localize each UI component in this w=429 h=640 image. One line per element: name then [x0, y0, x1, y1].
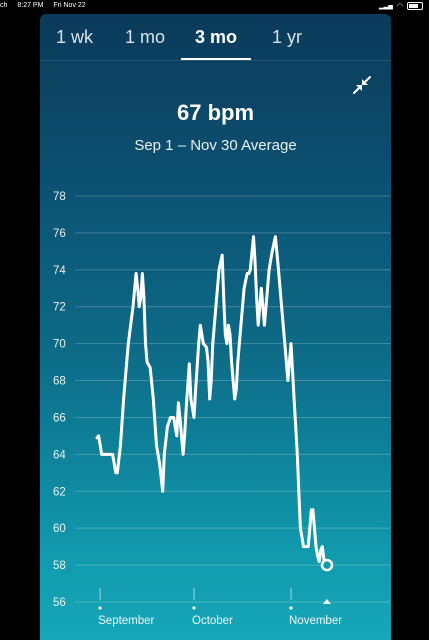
- collapse-arrows-icon[interactable]: [352, 75, 372, 95]
- tab-3-month[interactable]: 3 mo: [195, 27, 238, 47]
- carrier-label: ch: [0, 2, 8, 9]
- status-indicators: ▂▃▅ ◠: [379, 2, 423, 10]
- y-tick-label: 78: [53, 191, 66, 203]
- x-tick-dot: [192, 606, 196, 610]
- highlight-point: [320, 558, 334, 572]
- x-tick-label: October: [192, 615, 233, 627]
- average-value: 67 bpm: [176, 100, 255, 125]
- y-tick-label: 70: [53, 339, 66, 351]
- tab-1-month[interactable]: 1 mo: [125, 27, 166, 47]
- battery-icon: [407, 2, 423, 10]
- y-tick-label: 62: [53, 486, 66, 498]
- tab-1-year[interactable]: 1 yr: [272, 27, 303, 47]
- x-tick-dot: [289, 606, 293, 610]
- series-line: [95, 235, 329, 567]
- signal-icon: ▂▃▅: [379, 3, 393, 10]
- y-tick-label: 64: [53, 449, 66, 461]
- active-tab-indicator: [181, 58, 251, 60]
- x-tick-dot: [98, 606, 102, 610]
- y-tick-label: 60: [53, 523, 66, 535]
- status-time: 8:27 PM: [17, 2, 44, 9]
- average-period: Sep 1 – Nov 30 Average: [134, 137, 297, 154]
- tab-1-week[interactable]: 1 wk: [56, 27, 94, 47]
- range-tabs: 1 wk 1 mo 3 mo 1 yr: [40, 14, 391, 61]
- y-tick-label: 72: [53, 302, 66, 314]
- y-tick-label: 68: [53, 376, 66, 388]
- heart-rate-panel: 1 wk 1 mo 3 mo 1 yr 67 bpm Sep 1 – Nov 3…: [40, 14, 391, 640]
- y-tick-label: 56: [53, 597, 66, 609]
- status-date: Fri Nov 22: [53, 2, 86, 9]
- y-tick-label: 58: [53, 560, 66, 572]
- y-tick-label: 74: [53, 265, 66, 277]
- current-marker: [323, 599, 331, 604]
- wifi-icon: ◠: [396, 3, 403, 10]
- status-bar: ch 8:27 PM Fri Nov 22 ▂▃▅ ◠: [0, 0, 429, 12]
- x-tick-label: September: [98, 615, 154, 627]
- y-tick-label: 76: [53, 228, 66, 240]
- x-tick-label: November: [289, 615, 342, 627]
- heart-rate-chart: 56 58 60 62 64 66 68 70 72 74 76 78 September October…: [53, 191, 391, 627]
- y-tick-label: 66: [53, 412, 66, 424]
